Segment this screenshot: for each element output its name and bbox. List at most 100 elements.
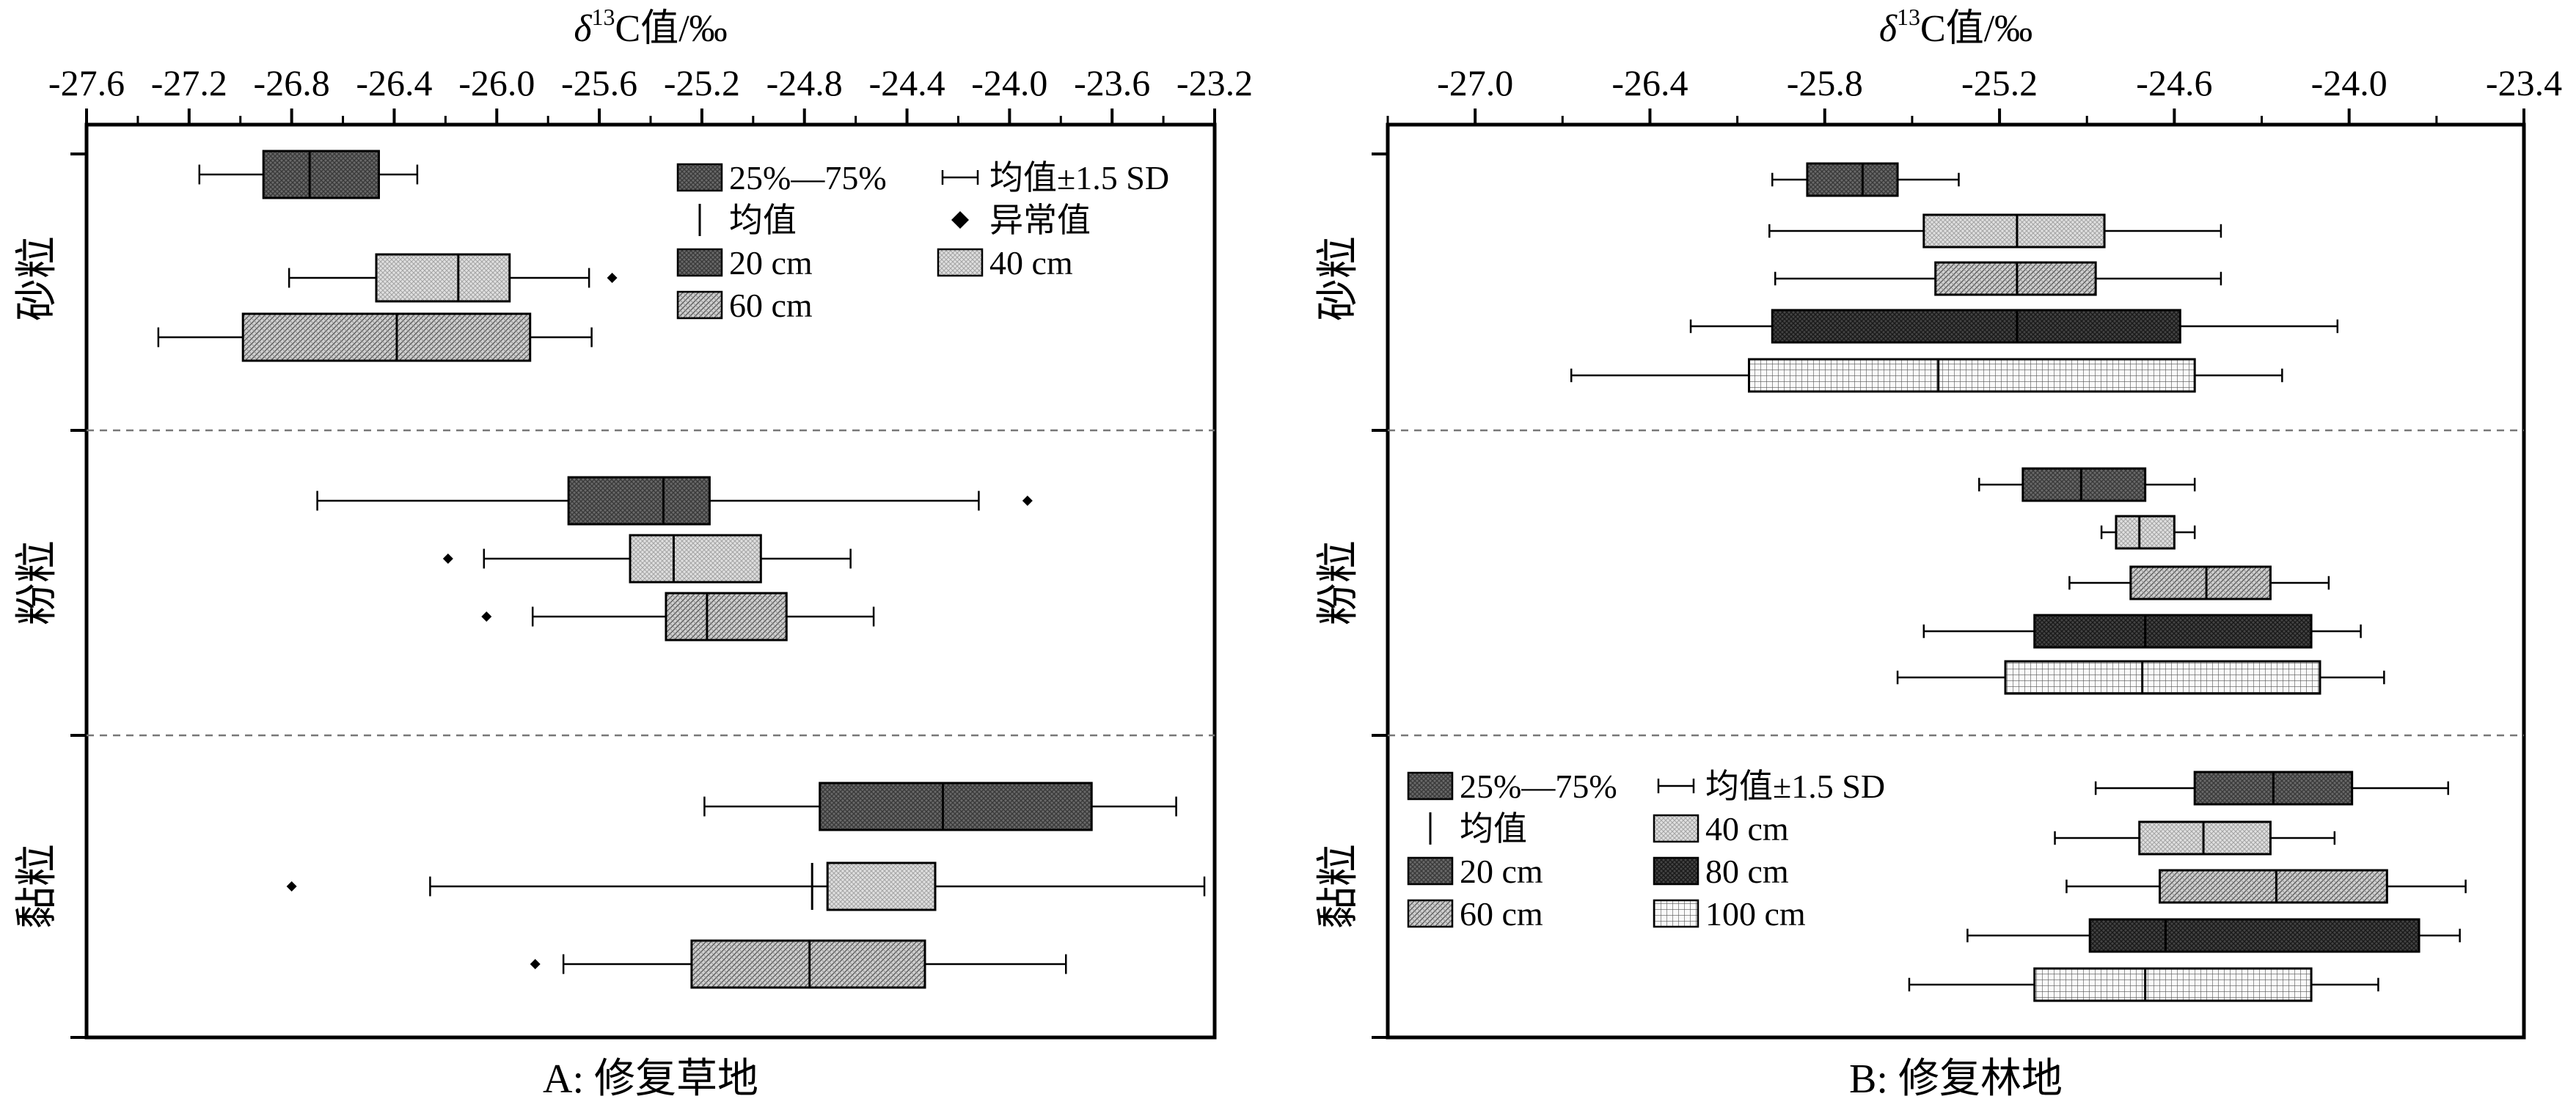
legend-label: 异常值	[989, 202, 1091, 239]
iqr-box	[2021, 467, 2147, 502]
legend-swatch-depth	[1653, 856, 1699, 886]
iqr-box	[262, 150, 380, 199]
box-粉粒-40cm	[442, 534, 852, 584]
plot-frame	[1386, 122, 2526, 1040]
iqr-box	[2033, 614, 2313, 649]
legend-label: 20 cm	[1460, 853, 1543, 890]
box-砂粒-40cm	[1768, 213, 2222, 249]
outlier-point	[442, 554, 453, 564]
iqr-box	[567, 476, 711, 526]
legend-label: 60 cm	[729, 287, 813, 324]
legend-outlier-icon	[951, 211, 969, 229]
group-label: 粉粒	[12, 540, 60, 625]
group-label: 砂粒	[1314, 236, 1361, 321]
iqr-box	[2115, 515, 2176, 550]
iqr-box	[2138, 820, 2272, 856]
outlier-point	[1022, 496, 1033, 506]
x-tick-label: -26.8	[254, 62, 330, 103]
iqr-box	[819, 782, 1093, 831]
iqr-box	[1922, 213, 2106, 249]
x-tick-label: -25.2	[664, 62, 740, 103]
legend: 25%—75% 均值±1.5 SD 均值 40 cm 20 cm 80 cm 60 cm 10…	[1407, 768, 1885, 933]
legend-label: 25%—75%	[1460, 768, 1617, 805]
box-黏粒-20cm	[703, 782, 1177, 831]
box-粉粒-60cm	[481, 592, 875, 642]
legend-swatch-depth	[937, 248, 984, 277]
box-砂粒-80cm	[1689, 309, 2339, 344]
box-砂粒-20cm	[1771, 162, 1960, 197]
legend: 25%—75% 均值±1.5 SD 均值 异常值 20 cm 40 cm 60 cm	[676, 159, 1169, 324]
x-axis-title-sup: 13	[592, 4, 615, 30]
legend-label: 40 cm	[1705, 810, 1789, 848]
panel-caption: B: 修复林地	[1849, 1056, 2063, 1102]
x-tick-label: -24.4	[868, 62, 945, 103]
x-tick-label: -27.6	[48, 62, 125, 103]
x-axis-title-delta: δ	[574, 8, 592, 50]
box-黏粒-60cm	[530, 939, 1067, 989]
legend-label: 100 cm	[1705, 895, 1806, 933]
box-砂粒-60cm	[1774, 261, 2222, 296]
box-黏粒-60cm	[2065, 869, 2467, 904]
iqr-box	[1806, 162, 1899, 197]
x-axis-title-delta: δ	[1879, 8, 1898, 50]
box-粉粒-20cm	[316, 476, 1033, 526]
iqr-box	[2088, 918, 2421, 953]
x-tick-label: -26.0	[458, 62, 535, 103]
legend-label: 80 cm	[1705, 853, 1789, 890]
x-tick-label: -23.6	[1074, 62, 1150, 103]
x-axis-title-sup: 13	[1897, 4, 1920, 30]
legend-label: 60 cm	[1460, 895, 1543, 933]
legend-swatch-depth	[676, 248, 723, 277]
iqr-box	[2159, 869, 2388, 904]
legend-label: 均值±1.5 SD	[989, 159, 1169, 196]
legend-swatch-box	[676, 163, 723, 192]
iqr-box	[2004, 660, 2321, 695]
box-砂粒-60cm	[157, 312, 593, 362]
box-砂粒-100cm	[1570, 358, 2283, 393]
panel-caption: A: 修复草地	[543, 1056, 758, 1102]
iqr-box	[629, 534, 762, 584]
box-砂粒-20cm	[198, 150, 419, 199]
iqr-box	[665, 592, 788, 642]
box-黏粒-20cm	[2094, 771, 2449, 806]
x-tick-label: -26.4	[1611, 62, 1688, 103]
iqr-box	[1771, 309, 2181, 344]
legend-swatch-box	[1407, 771, 1454, 801]
box-黏粒-100cm	[1908, 967, 2379, 1002]
group-label: 黏粒	[12, 844, 60, 929]
box-黏粒-40cm	[2054, 820, 2336, 856]
legend-label: 均值	[729, 202, 797, 239]
box-粉粒-20cm	[1978, 467, 2196, 502]
x-tick-label: -24.0	[971, 62, 1047, 103]
legend-label: 25%—75%	[729, 159, 887, 196]
group-label: 粉粒	[1314, 540, 1361, 625]
group-label: 砂粒	[12, 236, 60, 321]
legend-label: 均值	[1460, 810, 1527, 848]
legend-label: 40 cm	[989, 244, 1073, 282]
x-tick-label: -26.4	[356, 62, 432, 103]
outlier-point	[607, 273, 618, 283]
x-tick-label: -24.8	[766, 62, 843, 103]
legend-swatch-depth	[1653, 814, 1699, 843]
legend-swatch-depth	[676, 290, 723, 320]
x-axis-title-suffix: C值/‰	[615, 8, 728, 50]
iqr-box	[690, 939, 926, 989]
legend-swatch-depth	[1653, 899, 1699, 928]
box-黏粒-80cm	[1966, 918, 2461, 953]
x-axis-title: δ13C值/‰	[574, 4, 727, 50]
x-tick-label: -25.6	[561, 62, 637, 103]
x-tick-label: -25.2	[1961, 62, 2038, 103]
box-粉粒-60cm	[2068, 565, 2330, 600]
iqr-box	[2129, 565, 2272, 600]
box-粉粒-100cm	[1896, 660, 2385, 695]
iqr-box	[1748, 358, 2196, 393]
x-tick-label: -27.2	[151, 62, 227, 103]
box-粉粒-80cm	[1922, 614, 2362, 649]
x-tick-label: -24.6	[2136, 62, 2212, 103]
outlier-point	[286, 881, 297, 892]
outlier-point	[530, 959, 541, 969]
x-axis-title-suffix: C值/‰	[1920, 8, 2032, 50]
group-label: 黏粒	[1314, 844, 1361, 929]
